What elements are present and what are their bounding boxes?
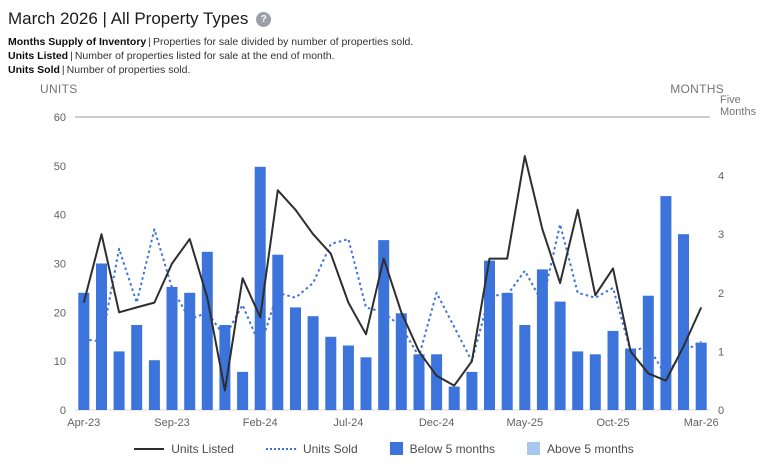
solid-line-swatch-icon — [134, 447, 165, 450]
separator: | — [70, 49, 73, 62]
chart-canvas[interactable]: 0 10 20 30 40 50 60 0 1 2 3 4 Apr-23 Sep-23 Feb-24 Jul-… — [0, 82, 768, 434]
help-icon[interactable]: ? — [256, 11, 272, 27]
svg-text:3: 3 — [718, 229, 724, 241]
svg-text:20: 20 — [54, 307, 66, 319]
svg-text:Apr-23: Apr-23 — [67, 417, 100, 429]
definition-text: Number of properties sold. — [66, 63, 191, 76]
separator: | — [61, 63, 65, 76]
dotted-line-swatch-icon — [265, 447, 296, 450]
svg-text:0: 0 — [718, 405, 724, 417]
definition-months-supply: Months Supply of Inventory | Properties fo… — [8, 36, 760, 50]
report-page: March 2026 | All Property Types ? Months… — [0, 0, 768, 456]
legend-item-above-5-months: Above 5 months — [527, 442, 634, 456]
svg-text:1: 1 — [718, 346, 724, 358]
chart: UNITS MONTHS Five Months 0 10 20 30 40 50 60 0 1… — [0, 82, 768, 434]
definition-term: Units Listed — [8, 49, 69, 62]
svg-text:40: 40 — [54, 209, 66, 221]
five-months-reference-label: Five Months — [720, 93, 757, 118]
svg-text:30: 30 — [54, 258, 66, 270]
svg-text:0: 0 — [60, 405, 66, 417]
definition-text: Number of properties listed for sale at … — [74, 49, 335, 62]
left-axis-title: UNITS — [40, 81, 78, 96]
svg-text:10: 10 — [54, 356, 66, 368]
right-axis-title: MONTHS — [670, 81, 724, 96]
svg-text:Oct-25: Oct-25 — [596, 417, 629, 429]
page-title: March 2026 | All Property Types — [8, 9, 249, 28]
light-blue-square-swatch-icon — [527, 442, 541, 456]
svg-text:Jul-24: Jul-24 — [333, 417, 363, 429]
svg-text:4: 4 — [718, 170, 724, 182]
svg-text:Sep-23: Sep-23 — [154, 417, 189, 429]
legend-label: Units Listed — [171, 441, 234, 456]
definition-text: Properties for sale divided by number of… — [152, 36, 414, 48]
legend-item-below-5-months: Below 5 months — [389, 441, 496, 456]
svg-text:2: 2 — [718, 287, 724, 299]
legend-label: Above 5 months — [547, 441, 634, 456]
svg-text:50: 50 — [54, 160, 66, 172]
separator: | — [148, 36, 151, 48]
page-header: March 2026 | All Property Types ? — [0, 0, 768, 29]
chart-legend: Units Listed Units Sold Below 5 months A… — [0, 442, 768, 456]
definitions-block: Months Supply of Inventory | Properties fo… — [0, 29, 768, 78]
definition-term: Months Supply of Inventory — [8, 36, 147, 48]
svg-text:Mar-26: Mar-26 — [684, 417, 719, 429]
svg-text:May-25: May-25 — [506, 417, 543, 429]
definition-term: Units Sold — [8, 63, 60, 76]
legend-label: Below 5 months — [409, 441, 496, 456]
svg-text:Feb-24: Feb-24 — [243, 417, 278, 429]
definition-units-listed: Units Listed | Number of properties listed… — [8, 50, 760, 64]
blue-square-swatch-icon — [389, 442, 403, 456]
svg-text:Dec-24: Dec-24 — [419, 417, 454, 429]
definition-units-sold: Units Sold | Number of properties sold. — [8, 64, 760, 78]
legend-item-units-sold: Units Sold — [265, 441, 358, 456]
legend-item-units-listed: Units Listed — [134, 442, 234, 456]
svg-text:60: 60 — [54, 112, 66, 124]
legend-label: Units Sold — [302, 441, 358, 456]
